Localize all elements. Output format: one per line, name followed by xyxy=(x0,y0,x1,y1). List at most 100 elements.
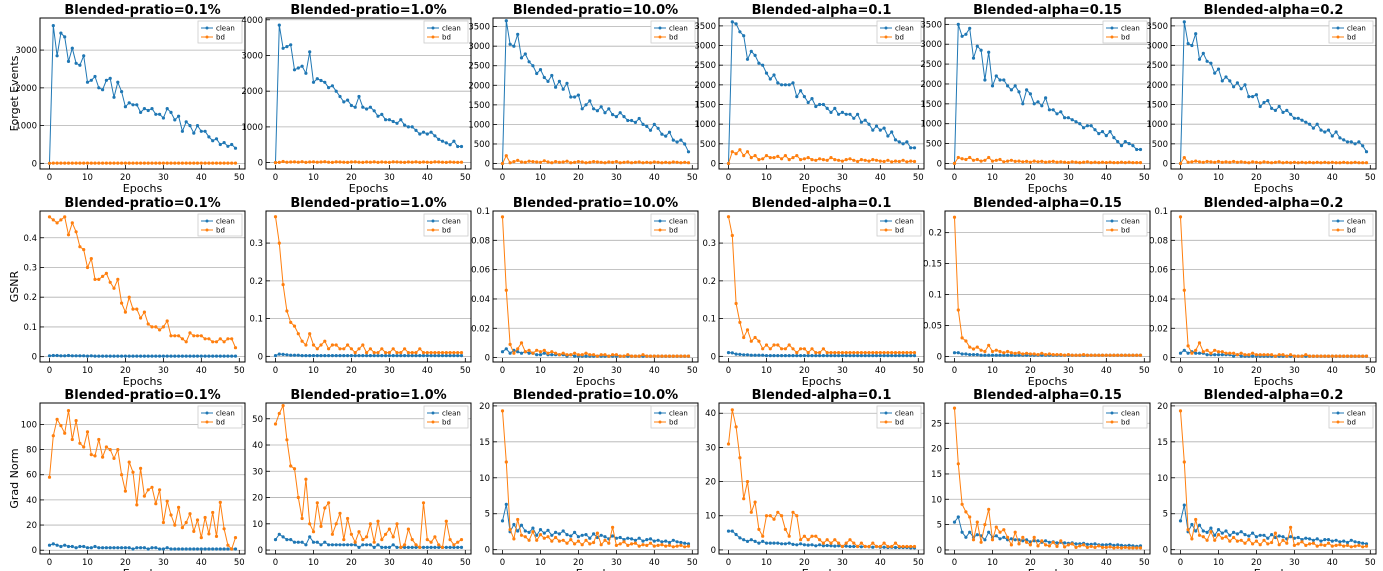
data-point-bd xyxy=(795,154,799,158)
y-tick-label: 15 xyxy=(1157,438,1168,448)
data-point-bd xyxy=(761,534,765,538)
data-point-bd xyxy=(531,351,535,355)
data-point-bd xyxy=(78,245,82,249)
data-point-bd xyxy=(1089,161,1093,165)
y-tick-label: 0.3 xyxy=(23,263,37,273)
data-point-bd xyxy=(814,158,818,162)
data-point-bd xyxy=(795,351,799,355)
data-point-bd xyxy=(1353,354,1357,358)
data-point-bd xyxy=(859,351,864,355)
data-point-bd xyxy=(1239,160,1243,164)
data-point-clean xyxy=(852,116,856,120)
data-point-bd xyxy=(78,441,82,445)
data-point-bd xyxy=(47,215,52,219)
data-point-clean xyxy=(806,100,810,105)
data-point-bd xyxy=(768,347,772,351)
data-point-bd xyxy=(1342,544,1346,548)
data-point-bd xyxy=(573,160,577,164)
data-point-bd xyxy=(444,160,448,164)
data-point-clean xyxy=(85,80,90,84)
data-point-bd xyxy=(1334,543,1338,548)
data-point-clean xyxy=(233,146,238,150)
data-point-bd xyxy=(971,158,976,162)
data-point-bd xyxy=(516,517,520,522)
data-point-bd xyxy=(395,351,399,355)
x-tick-label: 20 xyxy=(573,366,584,376)
data-point-bd xyxy=(311,343,316,347)
data-point-bd xyxy=(440,351,445,355)
x-tick-label: 20 xyxy=(1025,366,1036,376)
data-point-bd xyxy=(565,541,569,545)
data-point-bd xyxy=(1182,460,1186,464)
data-point-bd xyxy=(1131,546,1135,550)
data-point-clean xyxy=(304,354,308,358)
data-point-clean xyxy=(127,354,131,358)
data-point-clean xyxy=(93,544,97,549)
data-point-clean xyxy=(421,545,426,550)
y-tick-label: 40 xyxy=(705,409,716,419)
data-point-bd xyxy=(66,161,71,165)
x-tick-label: 40 xyxy=(422,366,433,376)
data-point-bd xyxy=(1201,350,1205,354)
data-point-clean xyxy=(85,546,90,550)
y-axis-label: GSNR xyxy=(8,270,21,302)
data-point-clean xyxy=(829,544,833,548)
data-point-bd xyxy=(787,534,791,538)
data-point-clean xyxy=(660,540,664,544)
data-point-bd xyxy=(905,160,909,164)
data-point-bd xyxy=(85,265,90,270)
x-tick-label: 50 xyxy=(913,173,924,183)
data-point-clean xyxy=(330,543,334,547)
data-point-bd xyxy=(112,161,116,165)
data-point-bd xyxy=(886,351,890,355)
data-point-bd xyxy=(512,537,516,541)
legend-label: bd xyxy=(216,34,225,42)
data-point-bd xyxy=(859,158,864,162)
data-point-bd xyxy=(372,351,376,355)
data-point-clean xyxy=(346,354,350,358)
data-point-clean xyxy=(554,85,558,89)
data-point-bd xyxy=(1326,541,1331,545)
y-tick-label: 15 xyxy=(479,438,490,448)
data-point-clean xyxy=(1364,150,1369,154)
data-point-clean xyxy=(833,106,837,110)
x-tick-label: 50 xyxy=(687,366,698,376)
data-point-bd xyxy=(429,540,433,544)
x-tick-label: 40 xyxy=(1101,173,1112,183)
data-point-bd xyxy=(361,160,365,164)
data-point-clean xyxy=(59,544,63,549)
data-point-bd xyxy=(277,160,281,164)
y-tick-label: 2000 xyxy=(15,84,37,94)
data-point-bd xyxy=(437,160,441,164)
series-bd xyxy=(726,148,917,166)
data-point-bd xyxy=(1296,161,1300,165)
data-point-bd xyxy=(603,538,607,542)
data-point-bd xyxy=(656,543,660,548)
x-tick-label: 50 xyxy=(1139,558,1150,568)
data-point-bd xyxy=(319,343,323,347)
data-point-bd xyxy=(414,160,418,164)
data-point-clean xyxy=(897,140,901,144)
data-point-clean xyxy=(391,119,395,124)
data-point-clean xyxy=(599,533,603,537)
data-point-bd xyxy=(535,348,539,352)
data-point-bd xyxy=(1213,348,1217,352)
y-tick-label: 0 xyxy=(258,546,263,556)
data-point-bd xyxy=(1074,353,1078,357)
data-point-bd xyxy=(1006,535,1010,539)
data-point-clean xyxy=(180,547,184,551)
data-point-bd xyxy=(844,158,848,162)
data-point-bd xyxy=(818,351,822,355)
data-point-bd xyxy=(357,160,361,164)
data-point-bd xyxy=(626,353,630,357)
data-point-bd xyxy=(1104,353,1108,357)
data-point-bd xyxy=(101,455,105,459)
data-point-bd xyxy=(554,160,558,164)
data-point-bd xyxy=(1304,353,1308,357)
data-point-bd xyxy=(546,535,550,539)
data-point-clean xyxy=(89,354,93,358)
data-point-clean xyxy=(588,99,592,103)
data-point-bd xyxy=(960,502,964,506)
legend-marker-bd xyxy=(1110,420,1114,424)
